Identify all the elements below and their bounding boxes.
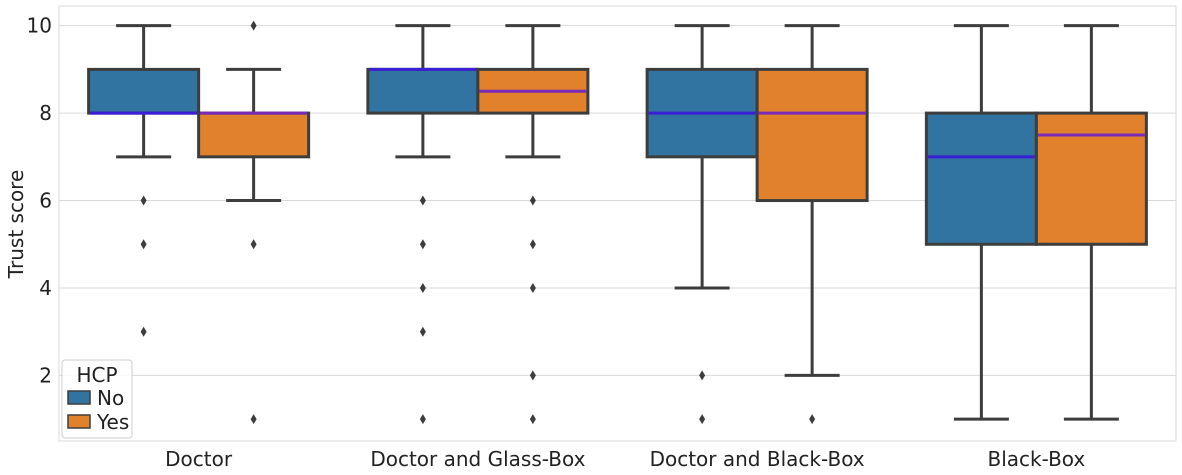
box-series: [87, 20, 1148, 425]
plot-area-frame: [58, 5, 1177, 442]
outlier-point: [529, 370, 536, 381]
box-no-2: [645, 24, 759, 425]
outlier-point: [529, 239, 536, 250]
box-body: [366, 67, 480, 115]
outlier-point: [699, 370, 706, 381]
outlier-point: [529, 195, 536, 206]
box-body: [87, 67, 201, 115]
outlier-point: [699, 414, 706, 425]
outlier-point: [809, 414, 816, 425]
y-tick-label-6: 6: [39, 189, 52, 213]
box-body: [755, 67, 869, 203]
outlier-point: [250, 20, 257, 31]
outlier-point: [529, 414, 536, 425]
outlier-point: [140, 195, 147, 206]
x-tick-label-0: Doctor: [165, 447, 233, 471]
legend-title: HCP: [76, 363, 117, 387]
box-yes-0: [197, 20, 311, 425]
x-tick-label-3: Black-Box: [987, 447, 1085, 471]
y-axis-label: Trust score: [4, 170, 28, 280]
legend: HCP No Yes: [61, 359, 133, 439]
legend-entry-no: No: [97, 386, 124, 410]
outlier-point: [140, 326, 147, 337]
y-tick-label-4: 4: [39, 276, 52, 300]
legend-entry-yes: Yes: [96, 410, 129, 434]
outlier-point: [419, 326, 426, 337]
x-tick-labels: Doctor Doctor and Glass-Box Doctor and Bla…: [165, 447, 1085, 471]
y-tick-label-2: 2: [39, 363, 52, 387]
outlier-point: [250, 414, 257, 425]
y-tick-labels: 2 4 6 8 10: [27, 14, 52, 388]
outlier-point: [140, 239, 147, 250]
box-body: [1034, 111, 1148, 246]
outlier-point: [419, 195, 426, 206]
legend-swatch-yes: [67, 414, 91, 429]
y-tick-label-8: 8: [39, 101, 52, 125]
box-no-0: [87, 24, 201, 337]
outlier-point: [419, 414, 426, 425]
box-no-1: [366, 24, 480, 425]
x-tick-label-1: Doctor and Glass-Box: [370, 447, 585, 471]
x-tick-label-2: Doctor and Black-Box: [650, 447, 865, 471]
box-yes-1: [476, 24, 590, 425]
outlier-point: [419, 239, 426, 250]
outlier-point: [529, 282, 536, 293]
box-yes-2: [755, 24, 869, 425]
box-body: [197, 111, 311, 159]
legend-swatch-no: [67, 390, 91, 405]
outlier-point: [250, 239, 257, 250]
outlier-point: [419, 282, 426, 293]
box-yes-3: [1034, 24, 1148, 421]
y-tick-label-10: 10: [27, 14, 52, 38]
box-no-3: [924, 24, 1038, 421]
box-body: [924, 111, 1038, 246]
